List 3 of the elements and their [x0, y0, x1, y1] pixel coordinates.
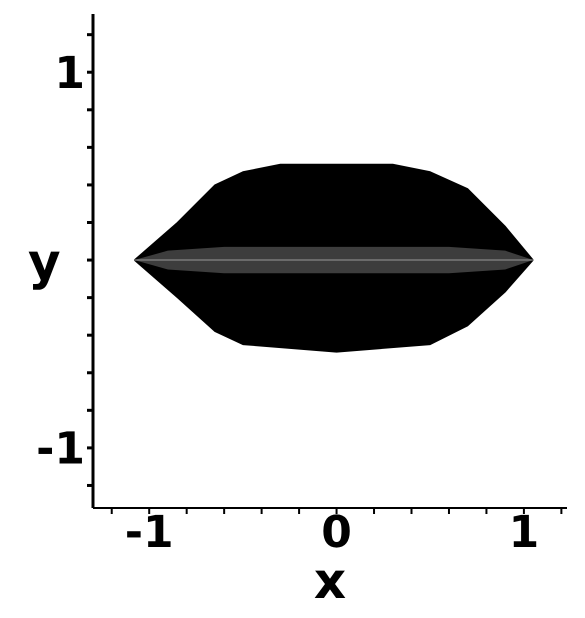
x-tick-label: -1 — [124, 507, 174, 558]
x-tick-label: 1 — [508, 507, 540, 558]
y-axis-title: y — [28, 232, 61, 291]
